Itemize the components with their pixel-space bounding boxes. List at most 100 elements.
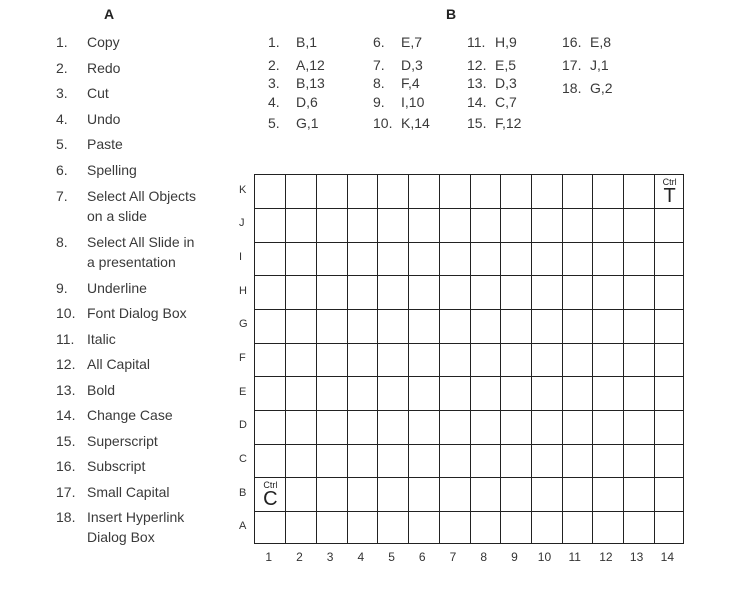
answer-item: 17. J,1	[562, 55, 609, 75]
grid-line-vertical	[346, 175, 348, 543]
item-number: 2.	[268, 57, 280, 73]
row-label: G	[239, 318, 248, 331]
item-text: Cut	[87, 85, 109, 101]
grid-line-vertical	[377, 175, 379, 543]
item-text: Superscript	[87, 433, 158, 449]
row-label: K	[239, 183, 247, 196]
item-text: Small Capital	[87, 484, 170, 500]
row-label: B	[239, 486, 247, 499]
item-text: Underline	[87, 280, 147, 296]
item-coordinate: B,13	[296, 75, 325, 91]
answer-item: 4. D,6	[268, 92, 318, 112]
answer-item: 12. E,5	[467, 55, 516, 75]
column-label: 8	[480, 550, 488, 564]
column-label: 2	[296, 550, 303, 564]
shortcut-modifier: Ctrl	[263, 479, 278, 490]
item-number: 8.	[56, 234, 68, 250]
grid-line-vertical	[530, 175, 532, 543]
grid-line-horizontal	[255, 275, 683, 277]
column-a-heading: A	[104, 6, 115, 22]
answer-item: 8. F,4	[373, 73, 420, 93]
item-text: Redo	[87, 60, 121, 76]
grid-line-horizontal	[255, 510, 683, 512]
item-number: 17.	[562, 57, 582, 73]
column-b-heading: B	[446, 6, 457, 22]
grid-line-vertical	[653, 175, 655, 543]
item-text: Select All Objects on a slide	[87, 188, 196, 224]
item-coordinate: J,1	[590, 57, 609, 73]
shortcut-cell: Ctrl T	[654, 178, 685, 207]
answer-item: 11. H,9	[467, 32, 517, 52]
item-number: 15.	[467, 115, 487, 131]
column-label: 13	[629, 550, 644, 564]
column-label: 6	[418, 550, 426, 564]
item-number: 6.	[373, 34, 385, 50]
item-text: Font Dialog Box	[87, 305, 187, 321]
item-number: 4.	[56, 111, 68, 127]
grid-line-vertical	[438, 175, 440, 543]
answer-item: 14. C,7	[467, 92, 517, 112]
item-coordinate: E,7	[401, 34, 423, 50]
item-text: Copy	[87, 34, 120, 50]
item-text: Undo	[87, 111, 121, 127]
item-coordinate: D,3	[495, 75, 517, 91]
item-number: 9.	[56, 280, 68, 296]
item-coordinate: D,3	[401, 57, 423, 73]
grid-line-vertical	[469, 175, 471, 543]
item-number: 4.	[268, 94, 280, 110]
answer-item: 16. E,8	[562, 32, 611, 52]
item-coordinate: D,6	[296, 94, 318, 110]
grid-line-horizontal	[255, 241, 683, 243]
item-number: 16.	[56, 458, 76, 474]
item-number: 11.	[56, 331, 75, 347]
column-label: 12	[599, 550, 613, 564]
grid-line-vertical	[315, 175, 317, 543]
item-number: 1.	[56, 34, 68, 50]
item-coordinate: E,5	[495, 57, 517, 73]
row-label: I	[239, 251, 243, 264]
item-text: Insert Hyperlink Dialog Box	[87, 509, 185, 545]
item-coordinate: E,8	[590, 34, 612, 50]
shortcut-cell: Ctrl C	[255, 479, 286, 509]
item-number: 1.	[268, 34, 280, 50]
grid-line-horizontal	[255, 443, 683, 445]
item-number: 6.	[56, 162, 68, 178]
column-label: 11	[568, 550, 581, 564]
item-number: 18.	[56, 509, 76, 525]
row-label: A	[239, 520, 247, 533]
grid-line-vertical	[500, 175, 502, 543]
column-label: 9	[511, 550, 518, 564]
grid-line-vertical	[623, 175, 625, 543]
item-number: 5.	[56, 136, 68, 152]
answer-item: 13. D,3	[467, 73, 517, 93]
item-number: 14.	[467, 94, 487, 110]
item-number: 13.	[56, 382, 76, 398]
grid-line-horizontal	[255, 477, 683, 479]
item-number: 7.	[373, 57, 385, 73]
item-number: 16.	[562, 34, 582, 50]
answer-item: 5. G,1	[268, 113, 319, 133]
column-label: 1	[265, 550, 273, 564]
row-label: J	[239, 217, 245, 230]
row-label: H	[239, 284, 247, 297]
item-coordinate: I,10	[401, 94, 425, 110]
item-text: Bold	[87, 382, 116, 398]
grid-line-horizontal	[255, 376, 683, 378]
item-coordinate: C,7	[495, 94, 517, 110]
row-label: D	[239, 419, 247, 432]
item-text: All Capital	[87, 356, 151, 372]
item-text: Subscript	[87, 458, 146, 474]
answer-item: 3. B,13	[268, 73, 325, 93]
item-number: 13.	[467, 75, 487, 91]
grid-line-horizontal	[255, 208, 683, 210]
item-number: 18.	[562, 80, 582, 96]
item-coordinate: A,12	[296, 57, 325, 73]
item-number: 17.	[56, 484, 76, 500]
row-label: E	[239, 385, 247, 398]
item-coordinate: F,12	[495, 115, 522, 131]
column-label: 4	[357, 550, 365, 564]
item-number: 10.	[373, 115, 393, 131]
item-text: Change Case	[87, 407, 173, 423]
column-label: 14	[660, 550, 674, 564]
item-number: 2.	[56, 60, 68, 76]
